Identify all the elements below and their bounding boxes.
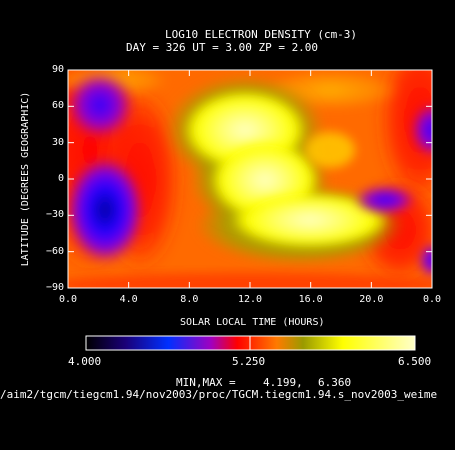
colorbar-mid-label: 5.250 [232,355,266,368]
colorbar-max-label: 6.500 [398,355,432,368]
x-tick-label: 4.0 [119,294,138,305]
y-tick-label: 60 [51,100,64,112]
x-tick-label: 0.0 [422,294,442,305]
footer-path: /aim2/tgcm/tiegcm1.94/nov2003/proc/TGCM.… [0,389,438,401]
minmax-label: MIN,MAX = [176,376,236,389]
min-value: 4.199, [263,376,303,389]
x-axis-ticks [67,70,433,288]
chart-title: LOG10 ELECTRON DENSITY (cm-3) [165,28,358,41]
heatmap-field [68,70,432,288]
x-tick-label: 16.0 [298,294,323,305]
y-tick-label: 90 [51,64,64,75]
x-axis-label: SOLAR LOCAL TIME (HOURS) [180,317,325,328]
chart-subtitle: DAY = 326 UT = 3.00 ZP = 2.00 [126,41,319,54]
x-tick-label: 8.0 [180,294,199,305]
x-tick-label: 12.0 [237,294,263,305]
y-axis-label: LATITUDE (DEGREES GEOGRAPHIC) [20,91,31,267]
x-tick-label: 0.0 [58,294,78,305]
y-tick-label: 30 [51,136,64,148]
y-axis-ticks [68,69,432,289]
x-tick-label: 20.0 [359,294,384,305]
y-tick-label: 0 [57,173,64,184]
max-value: 6.360 [318,376,352,389]
y-tick-label: −60 [45,245,64,257]
y-tick-label: −90 [45,282,64,293]
y-tick-label: −30 [45,209,64,221]
colorbar-min-label: 4.000 [68,355,102,368]
